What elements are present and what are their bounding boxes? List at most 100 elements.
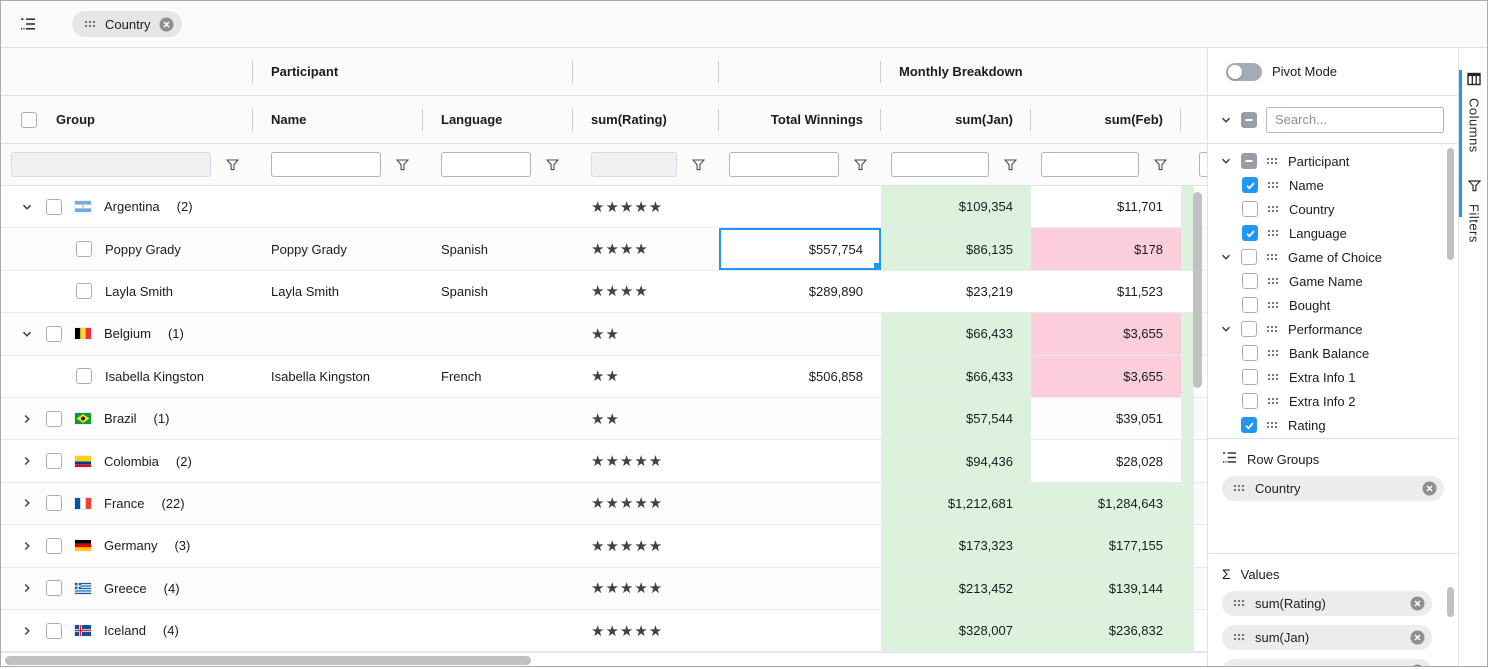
row-checkbox[interactable] [76, 241, 92, 258]
sum-jan-cell[interactable]: $328,007 [881, 609, 1031, 652]
row-checkbox[interactable] [46, 410, 62, 427]
tab-columns[interactable]: Columns [1467, 72, 1482, 153]
filter-menu-button[interactable] [989, 158, 1031, 171]
collapse-group-icon[interactable] [21, 201, 33, 213]
language-cell[interactable]: Spanish [441, 241, 488, 257]
fill-handle[interactable] [874, 262, 880, 269]
rating-stars-cell[interactable]: ★★ [591, 325, 620, 343]
total-winnings-cell[interactable] [719, 568, 881, 609]
group-row[interactable]: Argentina (2) ★★★★★ $109,354 $11,701 [1, 186, 1207, 229]
pivot-mode-toggle[interactable] [1226, 62, 1262, 81]
header-sum-feb[interactable]: sum(Feb) [1031, 96, 1181, 143]
group-row[interactable]: Greece (4) ★★★★★ $213,452 $139,144 [1, 567, 1207, 610]
name-cell[interactable] [253, 440, 423, 481]
rating-stars-cell[interactable]: ★★★★ [591, 241, 649, 259]
rating-stars-cell[interactable]: ★★ [591, 368, 620, 386]
select-all-checkbox[interactable] [21, 111, 37, 128]
column-tree-item[interactable]: Language [1208, 221, 1458, 245]
column-visibility-checkbox[interactable] [1241, 249, 1257, 265]
rating-stars-cell[interactable]: ★★★★★ [591, 495, 664, 513]
row-checkbox[interactable] [46, 495, 62, 512]
column-tree-item[interactable]: Participant [1208, 149, 1458, 173]
header-sum-rating[interactable]: sum(Rating) [573, 96, 719, 143]
language-cell[interactable] [423, 483, 573, 524]
sum-feb-cell[interactable]: $39,051 [1116, 411, 1163, 427]
remove-icon[interactable] [1410, 630, 1425, 645]
sum-jan-cell[interactable]: $94,436 [881, 440, 1031, 482]
column-tree-item[interactable]: Game of Choice [1208, 245, 1458, 269]
group-cell[interactable]: Isabella Kingston [1, 356, 253, 397]
name-cell[interactable] [253, 313, 423, 354]
select-all-columns-checkbox[interactable] [1241, 111, 1257, 128]
column-visibility-checkbox[interactable] [1241, 153, 1257, 169]
total-winnings-cell[interactable] [719, 313, 881, 354]
total-winnings-cell[interactable]: $289,890 [808, 283, 863, 299]
name-cell[interactable] [253, 525, 423, 566]
language-cell[interactable] [423, 440, 573, 481]
leaf-row[interactable]: Poppy Grady Poppy Grady Spanish ★★★★ $557,75… [1, 228, 1207, 271]
expand-group-icon[interactable] [21, 455, 33, 467]
column-tree-item[interactable]: Performance [1208, 317, 1458, 341]
expand-group-icon[interactable] [21, 497, 33, 509]
row-checkbox[interactable] [46, 198, 62, 215]
feb-filter-input[interactable] [1041, 152, 1139, 177]
sum-jan-cell[interactable]: $109,354 [881, 186, 1031, 228]
rating-stars-cell[interactable]: ★★★★★ [591, 198, 664, 216]
sum-feb-cell[interactable]: $11,523 [1116, 283, 1163, 299]
language-cell[interactable] [423, 568, 573, 609]
filter-menu-button[interactable] [1139, 158, 1181, 171]
row-checkbox[interactable] [46, 537, 62, 554]
rating-stars-cell[interactable]: ★★★★★ [591, 580, 664, 598]
sum-jan-cell[interactable]: $66,433 [881, 355, 1031, 397]
sum-feb-cell[interactable]: $28,028 [1116, 453, 1163, 469]
collapse-group-icon[interactable] [1220, 323, 1232, 335]
name-cell[interactable]: Layla Smith [271, 283, 339, 299]
group-row[interactable]: Iceland (4) ★★★★★ $328,007 $236,832 [1, 609, 1207, 652]
header-name[interactable]: Name [253, 96, 423, 143]
collapse-group-icon[interactable] [1220, 251, 1232, 263]
column-visibility-checkbox[interactable] [1242, 345, 1258, 361]
language-cell[interactable] [423, 610, 573, 651]
leaf-row[interactable]: Layla Smith Layla Smith Spanish ★★★★ $289,89… [1, 270, 1207, 314]
row-checkbox[interactable] [46, 453, 62, 470]
total-winnings-cell[interactable] [719, 186, 881, 227]
pill-country[interactable]: Country [1222, 476, 1444, 501]
language-cell[interactable] [423, 186, 573, 227]
sum-jan-cell[interactable]: $213,452 [881, 567, 1031, 609]
filter-menu-button[interactable] [531, 158, 573, 171]
column-tree-item[interactable]: Extra Info 2 [1208, 389, 1458, 413]
collapse-group-icon[interactable] [21, 328, 33, 340]
rating-stars-cell[interactable]: ★★★★★ [591, 453, 664, 471]
sum-jan-cell[interactable]: $173,323 [881, 525, 1031, 567]
total-winnings-cell[interactable] [719, 398, 881, 439]
sum-jan-cell[interactable]: $57,544 [881, 397, 1031, 440]
column-search-input[interactable] [1266, 106, 1444, 133]
pill-sum-rating-[interactable]: sum(Rating) [1222, 591, 1432, 616]
rating-stars-cell[interactable]: ★★★★ [591, 283, 649, 301]
expand-all-chevron-icon[interactable] [1220, 114, 1232, 126]
sum-feb-cell[interactable]: $139,144 [1031, 567, 1181, 609]
name-cell[interactable] [253, 610, 423, 651]
total-winnings-cell[interactable] [719, 483, 881, 524]
rating-filter-input[interactable] [591, 152, 677, 177]
pill-sum-feb-[interactable]: sum(Feb) [1222, 659, 1432, 666]
remove-icon[interactable] [1422, 481, 1437, 496]
sum-feb-cell[interactable]: $236,832 [1031, 609, 1181, 652]
row-checkbox[interactable] [76, 368, 92, 385]
name-filter-input[interactable] [271, 152, 381, 177]
header-group[interactable]: Group [1, 96, 253, 143]
group-cell[interactable]: Colombia (2) [1, 440, 253, 481]
column-tree-item[interactable]: Name [1208, 173, 1458, 197]
column-visibility-checkbox[interactable] [1242, 369, 1258, 385]
rating-stars-cell[interactable]: ★★ [591, 410, 620, 428]
group-cell[interactable]: Poppy Grady [1, 228, 253, 269]
group-row[interactable]: Germany (3) ★★★★★ $173,323 $177,155 [1, 525, 1207, 568]
filter-menu-button[interactable] [677, 158, 719, 171]
group-cell[interactable]: France (22) [1, 483, 253, 524]
tab-filters[interactable]: Filters [1467, 180, 1482, 243]
row-checkbox[interactable] [76, 283, 92, 300]
group-row[interactable]: France (22) ★★★★★ $1,212,681 $1,284,643 [1, 482, 1207, 526]
total-winnings-cell[interactable] [719, 610, 881, 651]
horizontal-scrollbar[interactable] [5, 656, 531, 665]
collapse-group-icon[interactable] [1220, 155, 1232, 167]
